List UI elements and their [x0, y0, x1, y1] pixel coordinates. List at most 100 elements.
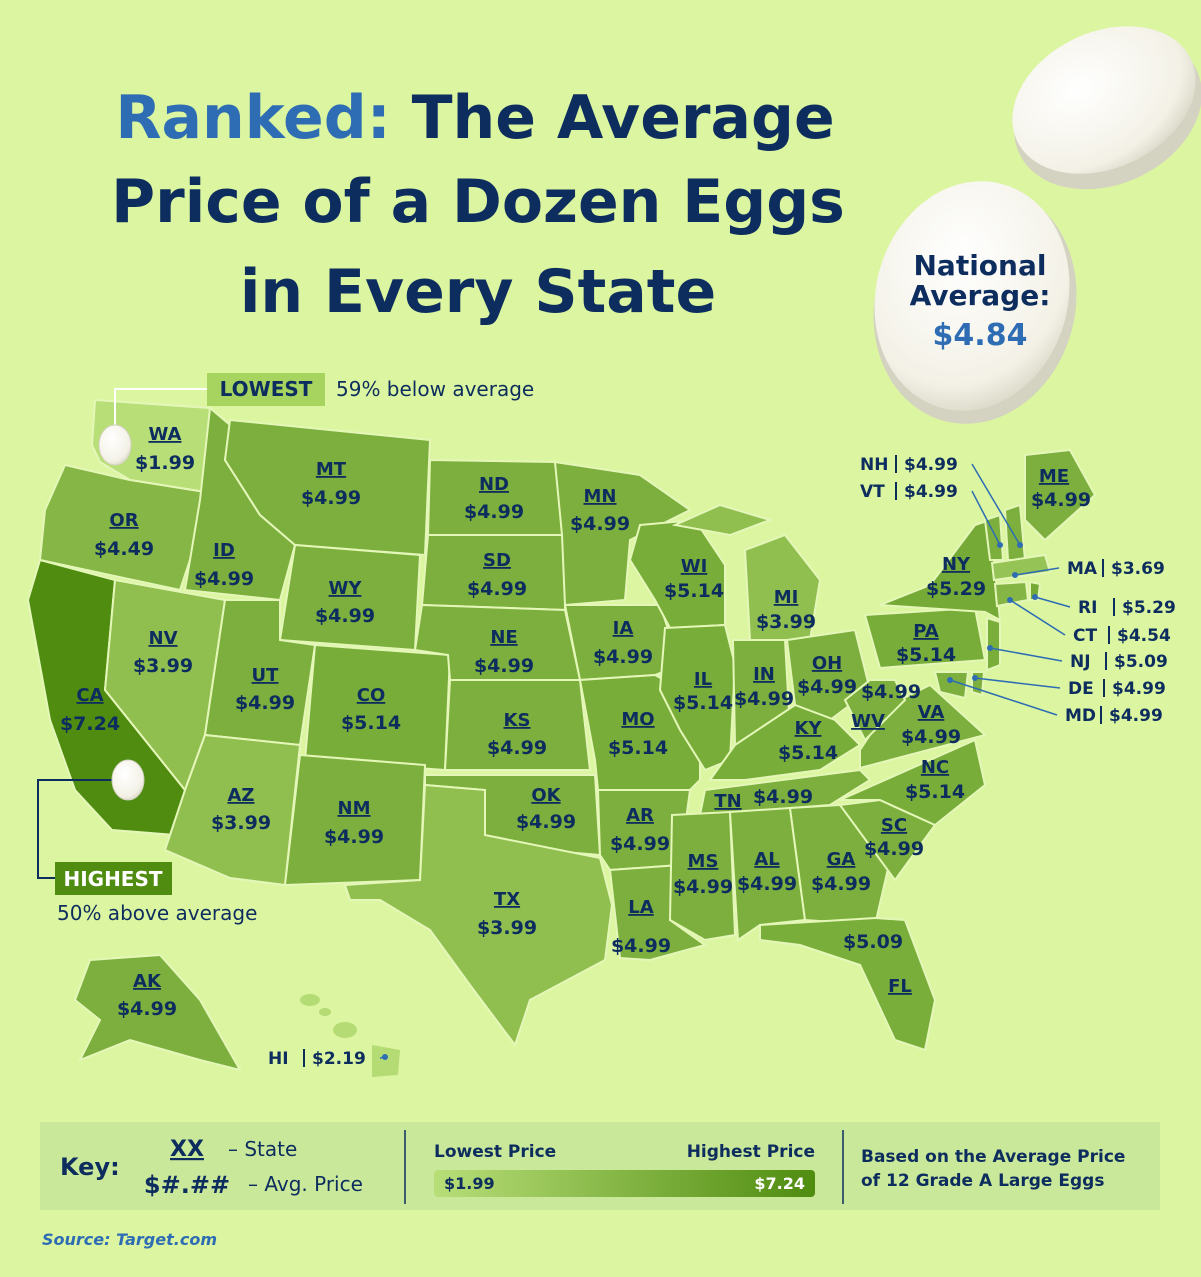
title: Ranked: The Average Price of a Dozen Egg… — [111, 83, 845, 327]
callout-price: $4.99 — [904, 482, 958, 502]
state-price: $4.99 — [467, 578, 527, 600]
state-shape — [671, 503, 774, 537]
lowest-callout: LOWEST 59% below average — [98, 373, 534, 466]
state-price: $4.99 — [474, 655, 534, 677]
leader-line — [1034, 596, 1071, 608]
state-shape — [372, 1045, 400, 1077]
state-abbr: CA — [76, 685, 103, 706]
leader-line — [1014, 567, 1060, 576]
state-shape — [38, 463, 207, 592]
state-price: $1.99 — [135, 452, 195, 474]
callout-abbr: HI — [268, 1049, 289, 1069]
state-price: $4.99 — [324, 826, 384, 848]
egg-icon — [111, 759, 145, 801]
key-max: $7.24 — [754, 1174, 805, 1193]
state-price: $4.99 — [811, 873, 871, 895]
key-price-desc: – Avg. Price — [248, 1172, 363, 1196]
state-price: $4.99 — [753, 786, 813, 808]
state-price: $4.99 — [194, 568, 254, 590]
key-highest-label: Highest Price — [687, 1142, 815, 1162]
key-gradient — [434, 1170, 815, 1197]
state-abbr: CO — [357, 685, 386, 706]
leader-dot — [1032, 594, 1038, 600]
state-price: $4.99 — [487, 737, 547, 759]
state-shape — [343, 783, 614, 1048]
title-highlight: Ranked: — [115, 83, 390, 153]
state-price: $4.99 — [464, 501, 524, 523]
state-abbr: NM — [338, 798, 371, 819]
title-text: The Average — [412, 83, 835, 153]
state-price: $7.24 — [60, 713, 120, 735]
key-title: Key: — [60, 1153, 120, 1181]
highest-box — [55, 862, 172, 895]
national-label: Average: — [910, 279, 1051, 312]
title-line: in Every State — [240, 257, 716, 327]
callout-price: $5.29 — [1122, 598, 1176, 618]
highest-note: 50% above average — [57, 901, 257, 925]
state-abbr: SC — [881, 815, 907, 836]
key-min: $1.99 — [444, 1174, 495, 1193]
state-price: $3.99 — [211, 812, 271, 834]
state-abbr: FL — [888, 976, 912, 997]
leader-line — [971, 463, 1021, 546]
state-abbr: ID — [213, 540, 235, 561]
key: Key: XX – State $#.## – Avg. Price Lowes… — [40, 1122, 1160, 1210]
highest-callout: HIGHEST 50% above average — [37, 759, 257, 925]
state-price: $4.99 — [901, 726, 961, 748]
state-price: $4.99 — [570, 513, 630, 535]
egg-icon — [98, 424, 132, 466]
state-abbr: IN — [753, 664, 775, 685]
state-price: $4.99 — [610, 833, 670, 855]
state-abbr: WY — [329, 578, 363, 599]
callout-abbr: CT — [1073, 626, 1097, 646]
state-shape — [426, 458, 567, 536]
state-price: $5.29 — [926, 578, 986, 600]
callout-abbr: NH — [860, 455, 888, 475]
state-price: $4.99 — [1031, 489, 1091, 511]
state-abbr: NY — [942, 554, 971, 575]
lowest-note: 59% below average — [336, 377, 534, 401]
state-price: $5.14 — [896, 644, 956, 666]
state-abbr: IA — [613, 618, 634, 639]
title-line: Ranked: The Average — [115, 83, 834, 153]
state-shape — [658, 623, 737, 772]
state-shape — [1024, 448, 1097, 542]
callout-price: $4.99 — [1112, 679, 1166, 699]
state-abbr: OR — [109, 510, 138, 531]
state-shape — [303, 643, 452, 772]
state-abbr: AR — [626, 805, 654, 826]
key-state-desc: – State — [228, 1137, 297, 1161]
leader-dot — [987, 645, 993, 651]
state-shape — [443, 679, 592, 771]
leader-dot — [947, 677, 953, 683]
key-lowest-label: Lowest Price — [434, 1142, 556, 1162]
state-price: $5.14 — [905, 781, 965, 803]
state-price: $4.99 — [861, 681, 921, 703]
callout-price: $4.99 — [1109, 706, 1163, 726]
state-price: $3.99 — [756, 611, 816, 633]
state-abbr: OK — [531, 785, 561, 806]
state-price: $5.14 — [341, 712, 401, 734]
callout-price: $4.99 — [904, 455, 958, 475]
key-basis: Based on the Average Price — [861, 1147, 1125, 1167]
us-map: WA $1.99 OR $4.49 CA $7.24 ID $4.99 NV $3.99 MT $4.… — [26, 398, 1176, 1077]
state-abbr: NC — [921, 757, 949, 778]
state-abbr: ME — [1039, 466, 1069, 487]
state-price: $4.99 — [864, 838, 924, 860]
state-shape — [986, 616, 1001, 672]
state-shape — [933, 671, 970, 700]
state-shape — [553, 460, 692, 607]
state-shape — [668, 810, 737, 942]
state-shape — [990, 553, 1052, 582]
state-abbr: MS — [688, 851, 719, 872]
state-price: $4.99 — [301, 487, 361, 509]
callout-abbr: MA — [1067, 559, 1098, 579]
state-price: $5.09 — [843, 931, 903, 953]
callout-price: $2.19 — [312, 1049, 366, 1069]
egg — [874, 181, 1070, 411]
lowest-box — [207, 373, 325, 406]
state-price: $4.99 — [516, 811, 576, 833]
state-abbr: MI — [774, 587, 799, 608]
state-price: $4.99 — [797, 676, 857, 698]
state-abbr: MT — [316, 459, 347, 480]
